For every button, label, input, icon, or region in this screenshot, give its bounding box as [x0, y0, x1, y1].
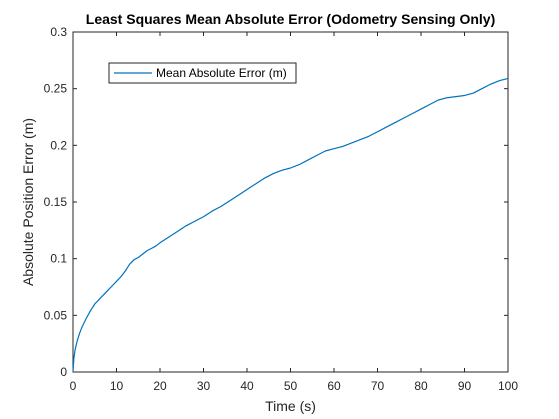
y-axis-label: Absolute Position Error (m)	[20, 118, 36, 286]
legend-label: Mean Absolute Error (m)	[156, 66, 287, 80]
x-tick-label: 20	[153, 379, 167, 393]
x-tick-label: 30	[197, 379, 211, 393]
x-tick-label: 80	[414, 379, 428, 393]
x-tick-label: 90	[458, 379, 472, 393]
plot-area: 0 10 20 30 40 50 60 70 80 90 100 0 0.05 0.1 0.15 0.2 0.…	[44, 25, 519, 393]
y-tick-label: 0.15	[44, 195, 68, 209]
x-axis-label: Time (s)	[265, 398, 316, 414]
x-tick-label: 0	[70, 379, 77, 393]
x-tick-label: 50	[284, 379, 298, 393]
axes-box	[72, 31, 509, 373]
y-tick-label: 0.25	[44, 82, 68, 96]
x-tick-label: 60	[327, 379, 341, 393]
x-tick-label: 10	[110, 379, 124, 393]
x-tick-label: 100	[498, 379, 518, 393]
legend: Mean Absolute Error (m)	[108, 62, 297, 84]
y-tick-label: 0.3	[50, 25, 67, 39]
y-tick-label: 0.05	[44, 308, 68, 322]
y-tick-label: 0.1	[50, 252, 67, 266]
y-tick-label: 0.2	[50, 138, 67, 152]
x-tick-label: 70	[371, 379, 385, 393]
legend-box	[108, 62, 297, 84]
chart-title: Least Squares Mean Absolute Error (Odome…	[86, 11, 495, 27]
y-ticks: 0 0.05 0.1 0.15 0.2 0.25 0.3	[44, 25, 508, 379]
series-group	[72, 77, 509, 373]
series-line	[72, 77, 509, 373]
y-tick-label: 0	[60, 365, 67, 379]
x-tick-label: 40	[240, 379, 254, 393]
x-ticks: 0 10 20 30 40 50 60 70 80 90 100	[70, 32, 518, 393]
